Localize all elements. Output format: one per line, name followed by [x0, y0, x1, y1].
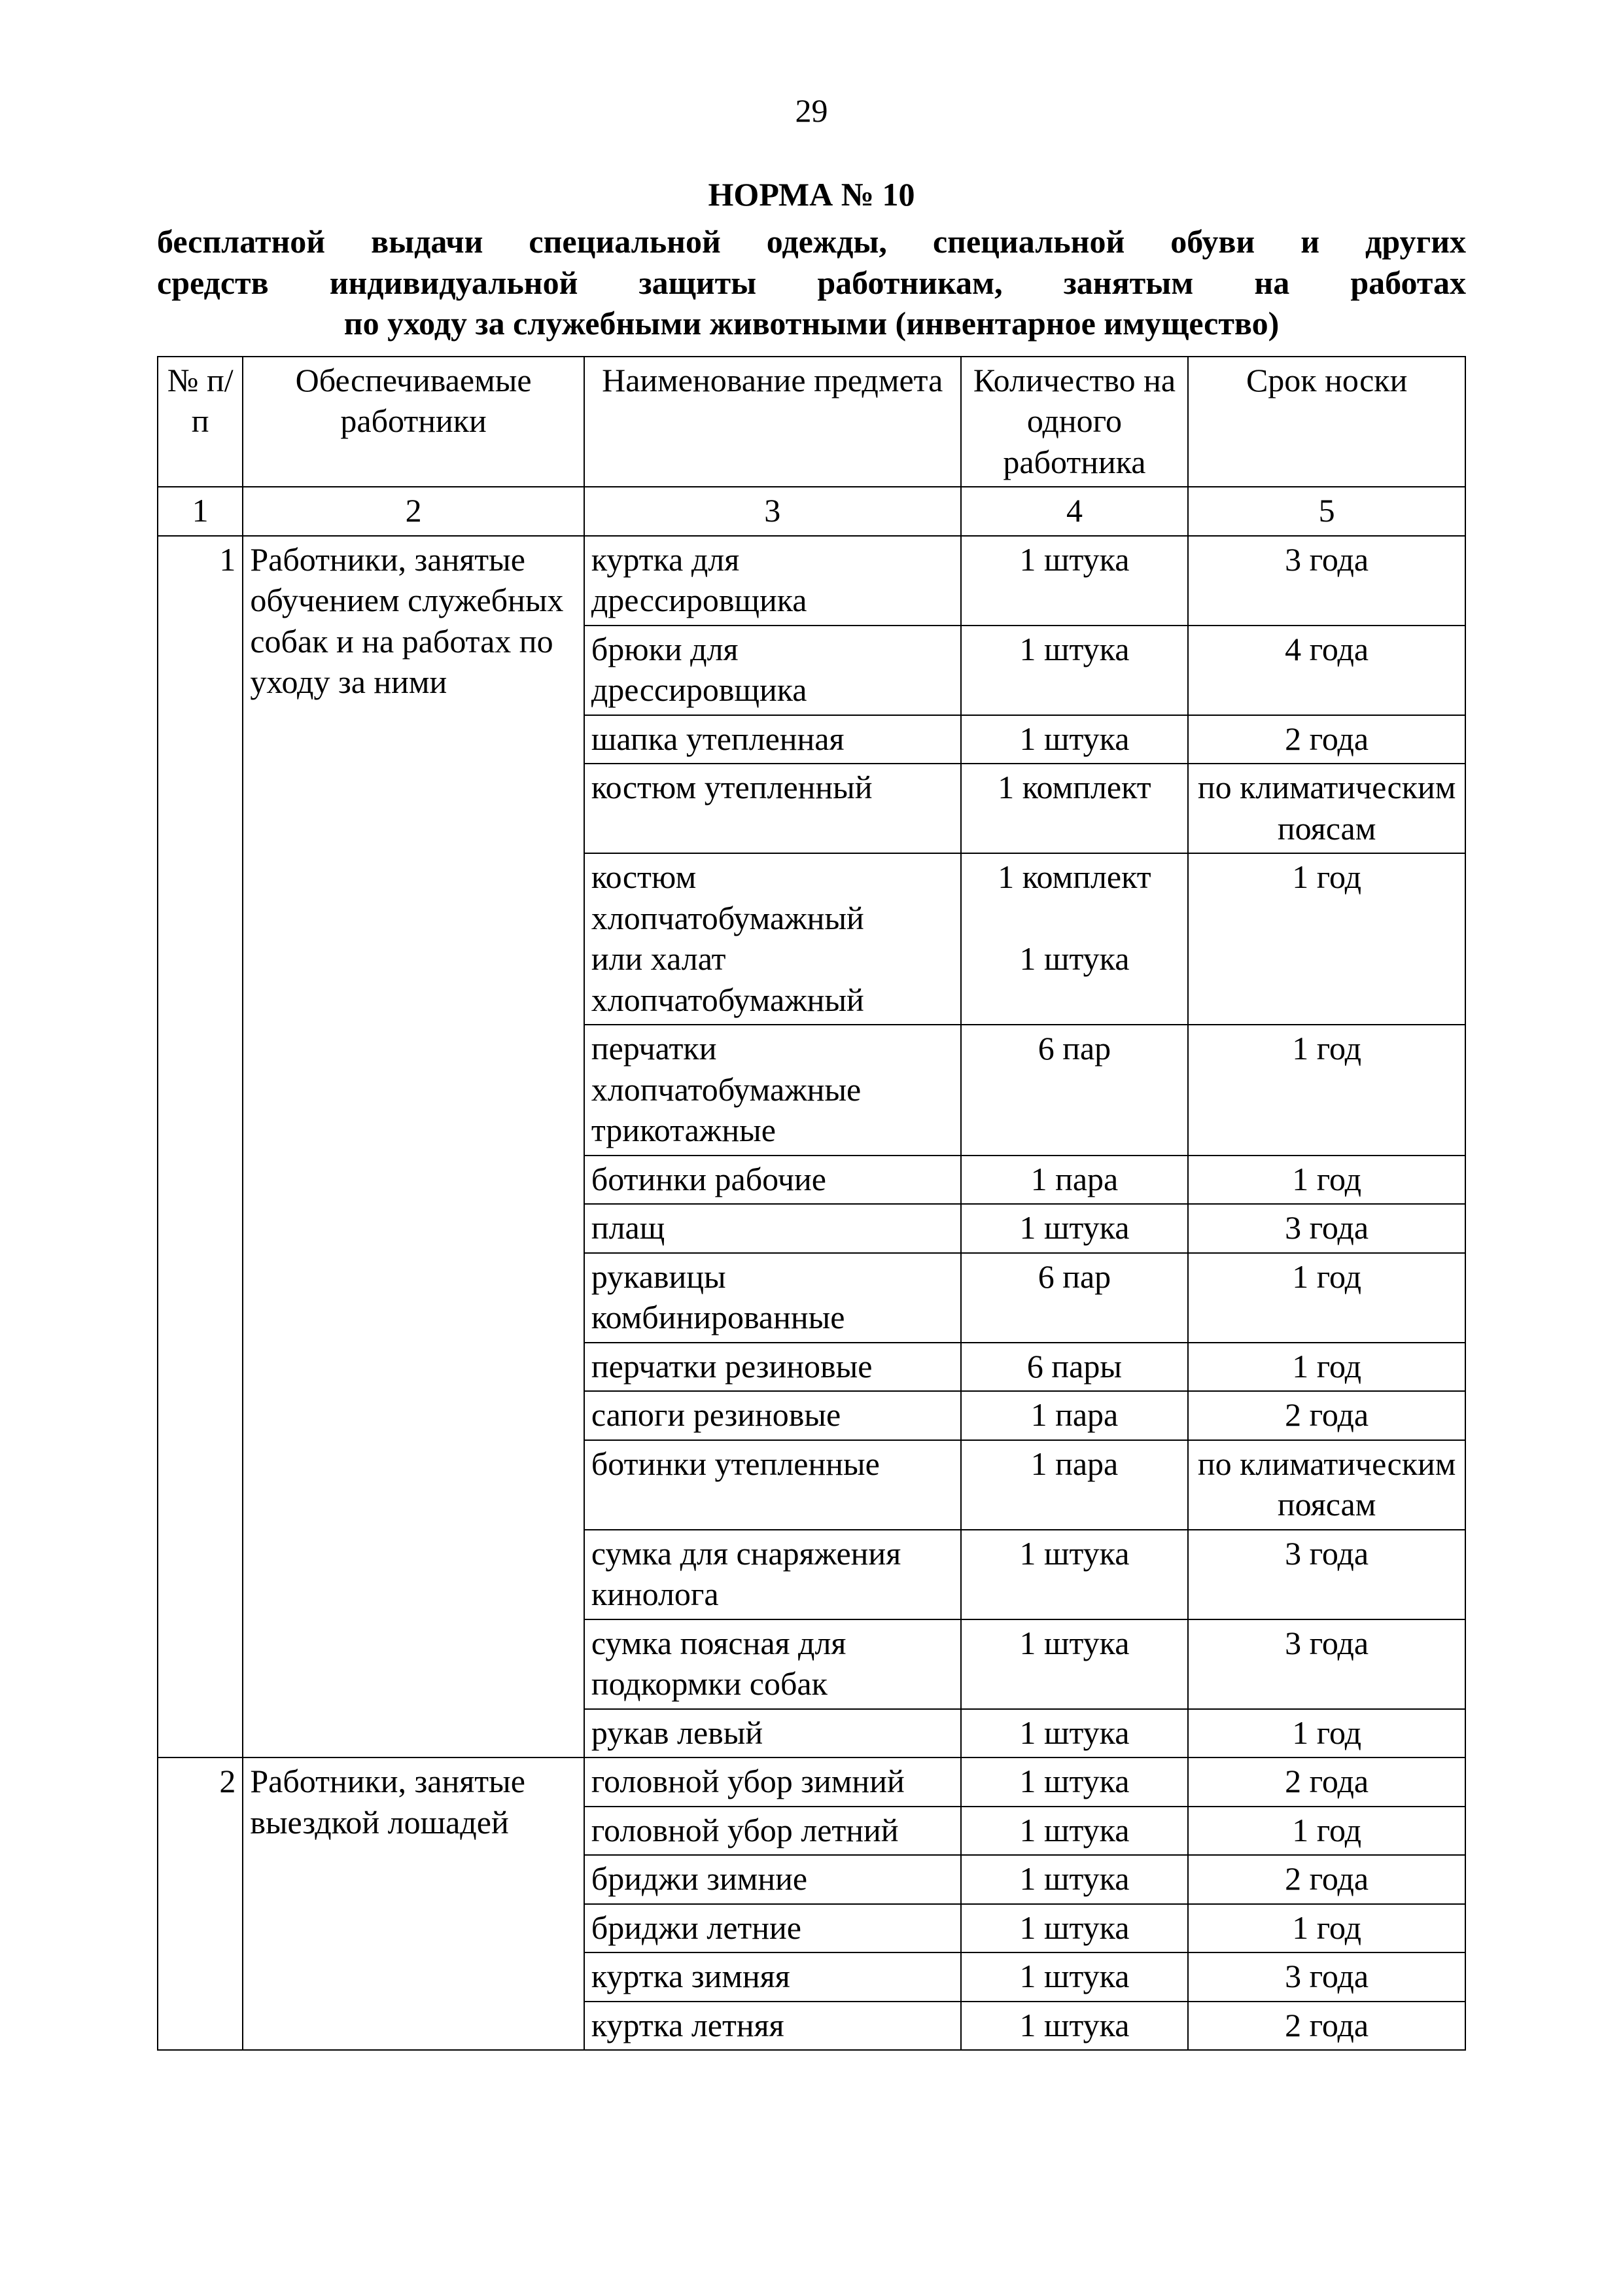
cell-term: 2 года: [1188, 1391, 1465, 1440]
qty-line: 1 штука: [968, 938, 1181, 980]
cell-term: 1 год: [1188, 1709, 1465, 1758]
cell-term: 1 год: [1188, 1025, 1465, 1156]
col-header-term: Срок носки: [1188, 357, 1465, 487]
col-header-item: Наименование предмета: [584, 357, 961, 487]
cell-qty: 6 пар: [961, 1253, 1189, 1343]
cell-term: по климатическим поясам: [1188, 1440, 1465, 1530]
cell-group-num: 2: [158, 1757, 243, 2050]
cell-item: шапка утепленная: [584, 715, 961, 764]
cell-item: куртка для дрессировщика: [584, 536, 961, 626]
cell-item: куртка зимняя: [584, 1952, 961, 2002]
subtitle-line-2: средств индивидуальной защиты работникам…: [157, 262, 1466, 304]
cell-qty: 1 комплект: [961, 764, 1189, 853]
cell-term: 2 года: [1188, 1757, 1465, 1807]
cell-item: головной убор зимний: [584, 1757, 961, 1807]
cell-qty: 1 штука: [961, 1530, 1189, 1619]
cell-term: 2 года: [1188, 1855, 1465, 1904]
cell-item: бриджи летние: [584, 1904, 961, 1953]
cell-qty: 1 штука: [961, 1619, 1189, 1709]
cell-qty: 1 пара: [961, 1440, 1189, 1530]
cell-qty: 1 штука: [961, 536, 1189, 626]
norm-title: НОРМА № 10: [157, 175, 1466, 213]
table-body: 1Работники, занятые обучением служебных …: [158, 536, 1465, 2051]
table-head: № п/п Обеспечиваемые работники Наименова…: [158, 357, 1465, 536]
qty-line: 1 комплект: [968, 857, 1181, 898]
cell-item: рукав левый: [584, 1709, 961, 1758]
cell-item: головной убор летний: [584, 1807, 961, 1856]
table-header-row: № п/п Обеспечиваемые работники Наименова…: [158, 357, 1465, 487]
cell-item: бриджи зимние: [584, 1855, 961, 1904]
col-header-qty: Количество на одного работника: [961, 357, 1189, 487]
cell-item: костюм утепленный: [584, 764, 961, 853]
cell-qty: 1 штука: [961, 1952, 1189, 2002]
cell-item: перчатки хлопчатобумажные трикотажные: [584, 1025, 961, 1156]
cell-term: 3 года: [1188, 536, 1465, 626]
col-num-4: 4: [961, 487, 1189, 536]
table-header-numbers-row: 1 2 3 4 5: [158, 487, 1465, 536]
cell-qty: 6 пары: [961, 1343, 1189, 1392]
col-num-1: 1: [158, 487, 243, 536]
cell-qty: 1 штука: [961, 2002, 1189, 2051]
cell-item: куртка летняя: [584, 2002, 961, 2051]
cell-item: брюки для дрессировщика: [584, 626, 961, 715]
cell-qty: 1 пара: [961, 1156, 1189, 1205]
page-number: 29: [157, 92, 1466, 130]
item-line: костюм хлопчатобумажный: [591, 857, 954, 938]
cell-qty: 1 штука: [961, 715, 1189, 764]
cell-item: плащ: [584, 1204, 961, 1253]
cell-term: 4 года: [1188, 626, 1465, 715]
cell-term: 1 год: [1188, 853, 1465, 1025]
cell-item: рукавицы комбинированные: [584, 1253, 961, 1343]
norm-table: № п/п Обеспечиваемые работники Наименова…: [157, 356, 1466, 2051]
cell-item: сумка поясная для подкормки собак: [584, 1619, 961, 1709]
cell-workers: Работники, занятые обучением служебных с…: [243, 536, 584, 1758]
cell-term: по климатическим поясам: [1188, 764, 1465, 853]
cell-qty: 1 штука: [961, 1807, 1189, 1856]
cell-qty: 1 комплект 1 штука: [961, 853, 1189, 1025]
cell-term: 1 год: [1188, 1343, 1465, 1392]
cell-term: 3 года: [1188, 1204, 1465, 1253]
table-row: 1Работники, занятые обучением служебных …: [158, 536, 1465, 626]
cell-group-num: 1: [158, 536, 243, 1758]
col-header-workers: Обеспечиваемые работники: [243, 357, 584, 487]
cell-term: 1 год: [1188, 1904, 1465, 1953]
cell-item: ботинки утепленные: [584, 1440, 961, 1530]
item-line: или халат хлопчатобумажный: [591, 938, 954, 1020]
cell-item: перчатки резиновые: [584, 1343, 961, 1392]
subtitle-line-3: по уходу за служебными животными (инвент…: [157, 303, 1466, 344]
cell-term: 1 год: [1188, 1156, 1465, 1205]
cell-qty: 6 пар: [961, 1025, 1189, 1156]
col-num-3: 3: [584, 487, 961, 536]
qty-line: [968, 898, 1181, 939]
subtitle-line-1: бесплатной выдачи специальной одежды, сп…: [157, 221, 1466, 262]
cell-term: 3 года: [1188, 1619, 1465, 1709]
col-num-2: 2: [243, 487, 584, 536]
cell-qty: 1 штука: [961, 1904, 1189, 1953]
cell-qty: 1 штука: [961, 1204, 1189, 1253]
cell-item: костюм хлопчатобумажныйили халат хлопчат…: [584, 853, 961, 1025]
cell-term: 3 года: [1188, 1952, 1465, 2002]
qty-line: [968, 980, 1181, 1021]
cell-item: сумка для снаряжения кинолога: [584, 1530, 961, 1619]
page-container: 29 НОРМА № 10 бесплатной выдачи специаль…: [0, 0, 1623, 2051]
cell-term: 3 года: [1188, 1530, 1465, 1619]
table-row: 2Работники, занятые выездкой лошадейголо…: [158, 1757, 1465, 1807]
cell-item: ботинки рабочие: [584, 1156, 961, 1205]
cell-term: 1 год: [1188, 1253, 1465, 1343]
cell-item: сапоги резиновые: [584, 1391, 961, 1440]
cell-term: 1 год: [1188, 1807, 1465, 1856]
cell-qty: 1 штука: [961, 1757, 1189, 1807]
cell-term: 2 года: [1188, 715, 1465, 764]
cell-workers: Работники, занятые выездкой лошадей: [243, 1757, 584, 2050]
col-header-num: № п/п: [158, 357, 243, 487]
cell-qty: 1 штука: [961, 626, 1189, 715]
cell-qty: 1 пара: [961, 1391, 1189, 1440]
cell-qty: 1 штука: [961, 1709, 1189, 1758]
col-num-5: 5: [1188, 487, 1465, 536]
cell-term: 2 года: [1188, 2002, 1465, 2051]
cell-qty: 1 штука: [961, 1855, 1189, 1904]
